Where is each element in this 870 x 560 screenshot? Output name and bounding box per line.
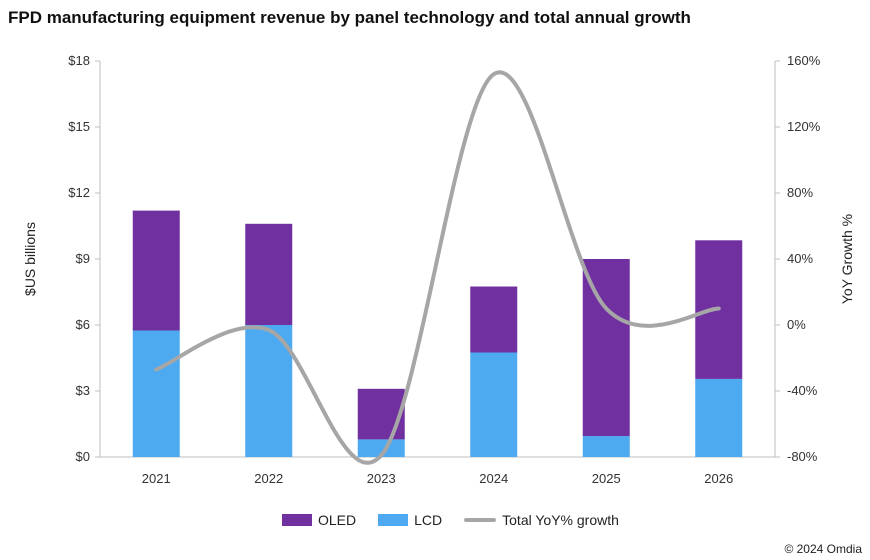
- legend-swatch-growth: [464, 518, 497, 522]
- chart-legend: OLED LCD Total YoY% growth: [282, 512, 619, 528]
- y-tick-label-left: $3: [76, 383, 90, 398]
- y-axis-title-right: YoY Growth %: [839, 214, 855, 304]
- legend-swatch-lcd: [378, 514, 409, 526]
- bar-lcd: [470, 352, 518, 457]
- y-tick-label-right: -40%: [787, 383, 818, 398]
- x-tick-label: 2022: [254, 471, 283, 486]
- y-tick-label-left: $18: [68, 53, 90, 68]
- growth-line-path: [154, 70, 721, 465]
- legend-label-lcd: LCD: [414, 512, 443, 528]
- legend-swatch-oled: [282, 514, 312, 526]
- copyright-notice: © 2024 Omdia: [784, 542, 862, 556]
- chart-axes: [95, 60, 780, 458]
- bar-oled: [470, 286, 518, 353]
- bar-oled: [245, 223, 293, 325]
- y-tick-label-left: $15: [68, 119, 90, 134]
- bar-oled: [582, 259, 630, 437]
- x-tick-label: 2023: [367, 471, 396, 486]
- y-tick-label-left: $0: [76, 449, 90, 464]
- y-axis-title-left: $US billions: [22, 222, 38, 296]
- bar-lcd: [695, 378, 743, 457]
- x-tick-label: 2021: [142, 471, 171, 486]
- chart-title: FPD manufacturing equipment revenue by p…: [8, 8, 691, 27]
- x-tick-label: 2025: [592, 471, 621, 486]
- bar-lcd: [132, 330, 180, 457]
- chart-growth-line: [154, 70, 721, 465]
- y-tick-label-right: 80%: [787, 185, 813, 200]
- y-tick-label-right: 120%: [787, 119, 821, 134]
- bar-lcd: [245, 325, 293, 457]
- y-tick-label-left: $6: [76, 317, 90, 332]
- legend-item-growth: Total YoY% growth: [464, 512, 619, 528]
- bar-oled: [132, 210, 180, 331]
- bar-lcd: [357, 439, 405, 457]
- y-tick-label-right: -80%: [787, 449, 818, 464]
- y-tick-label-right: 160%: [787, 53, 821, 68]
- bar-oled: [357, 388, 405, 440]
- legend-item-oled: OLED: [282, 512, 356, 528]
- x-tick-label: 2024: [479, 471, 508, 486]
- legend-label-growth: Total YoY% growth: [502, 512, 619, 528]
- chart-labels: $0 $3 $6 $9 $12 $15 $18 -80% -40% 0% 40% 80% 120% 160…: [22, 53, 855, 486]
- legend-label-oled: OLED: [318, 512, 357, 528]
- y-tick-label-right: 40%: [787, 251, 813, 266]
- x-tick-label: 2026: [704, 471, 733, 486]
- y-tick-label-right: 0%: [787, 317, 806, 332]
- y-tick-label-left: $9: [76, 251, 90, 266]
- y-tick-label-left: $12: [68, 185, 90, 200]
- bar-lcd: [582, 436, 630, 457]
- legend-item-lcd: LCD: [378, 512, 442, 528]
